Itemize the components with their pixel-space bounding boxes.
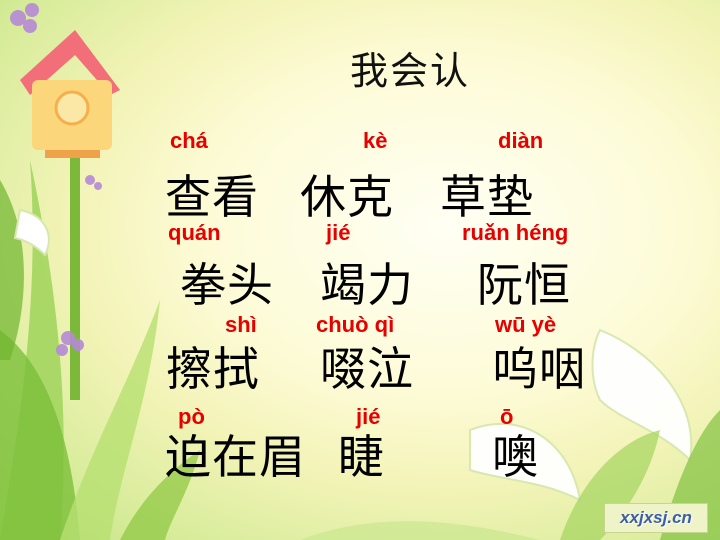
pinyin-dian: diàn <box>498 128 544 153</box>
pinyin-quan: quán <box>168 220 221 245</box>
word-pozaimei: 迫在眉 <box>165 430 306 484</box>
page-title: 我会认 <box>350 49 471 93</box>
pinyin-po: pò <box>178 404 205 429</box>
pinyin-cha: chá <box>170 128 208 153</box>
pinyin-ke: kè <box>363 128 388 153</box>
pinyin-wu-ye: wū yè <box>495 312 557 337</box>
word-wuye: 呜咽 <box>492 342 586 396</box>
word-quantou: 拳头 <box>180 258 274 312</box>
birdhouse-icon <box>20 30 120 158</box>
word-caodian: 草垫 <box>440 170 534 224</box>
word-cashi: 擦拭 <box>166 342 260 396</box>
pinyin-jie-1: jié <box>326 220 351 245</box>
word-jie: 睫 <box>338 430 385 484</box>
pinyin-shi: shì <box>225 312 257 337</box>
word-o: 噢 <box>492 430 539 484</box>
watermark-text: xxjxsj.cn <box>620 508 692 527</box>
word-jieli: 竭力 <box>320 258 414 312</box>
word-chakan: 查看 <box>165 170 259 224</box>
word-xiuke: 休克 <box>300 170 394 224</box>
pinyin-ruan-heng: ruǎn héng <box>462 220 569 245</box>
word-ruanheng: 阮恒 <box>477 258 571 312</box>
word-chuoqi: 啜泣 <box>320 342 414 396</box>
pinyin-o: ō <box>500 404 514 429</box>
watermark-logo: xxjxsj.cn <box>604 503 708 533</box>
pinyin-chuo-qi: chuò qì <box>316 312 395 337</box>
pinyin-jie-2: jié <box>356 404 381 429</box>
